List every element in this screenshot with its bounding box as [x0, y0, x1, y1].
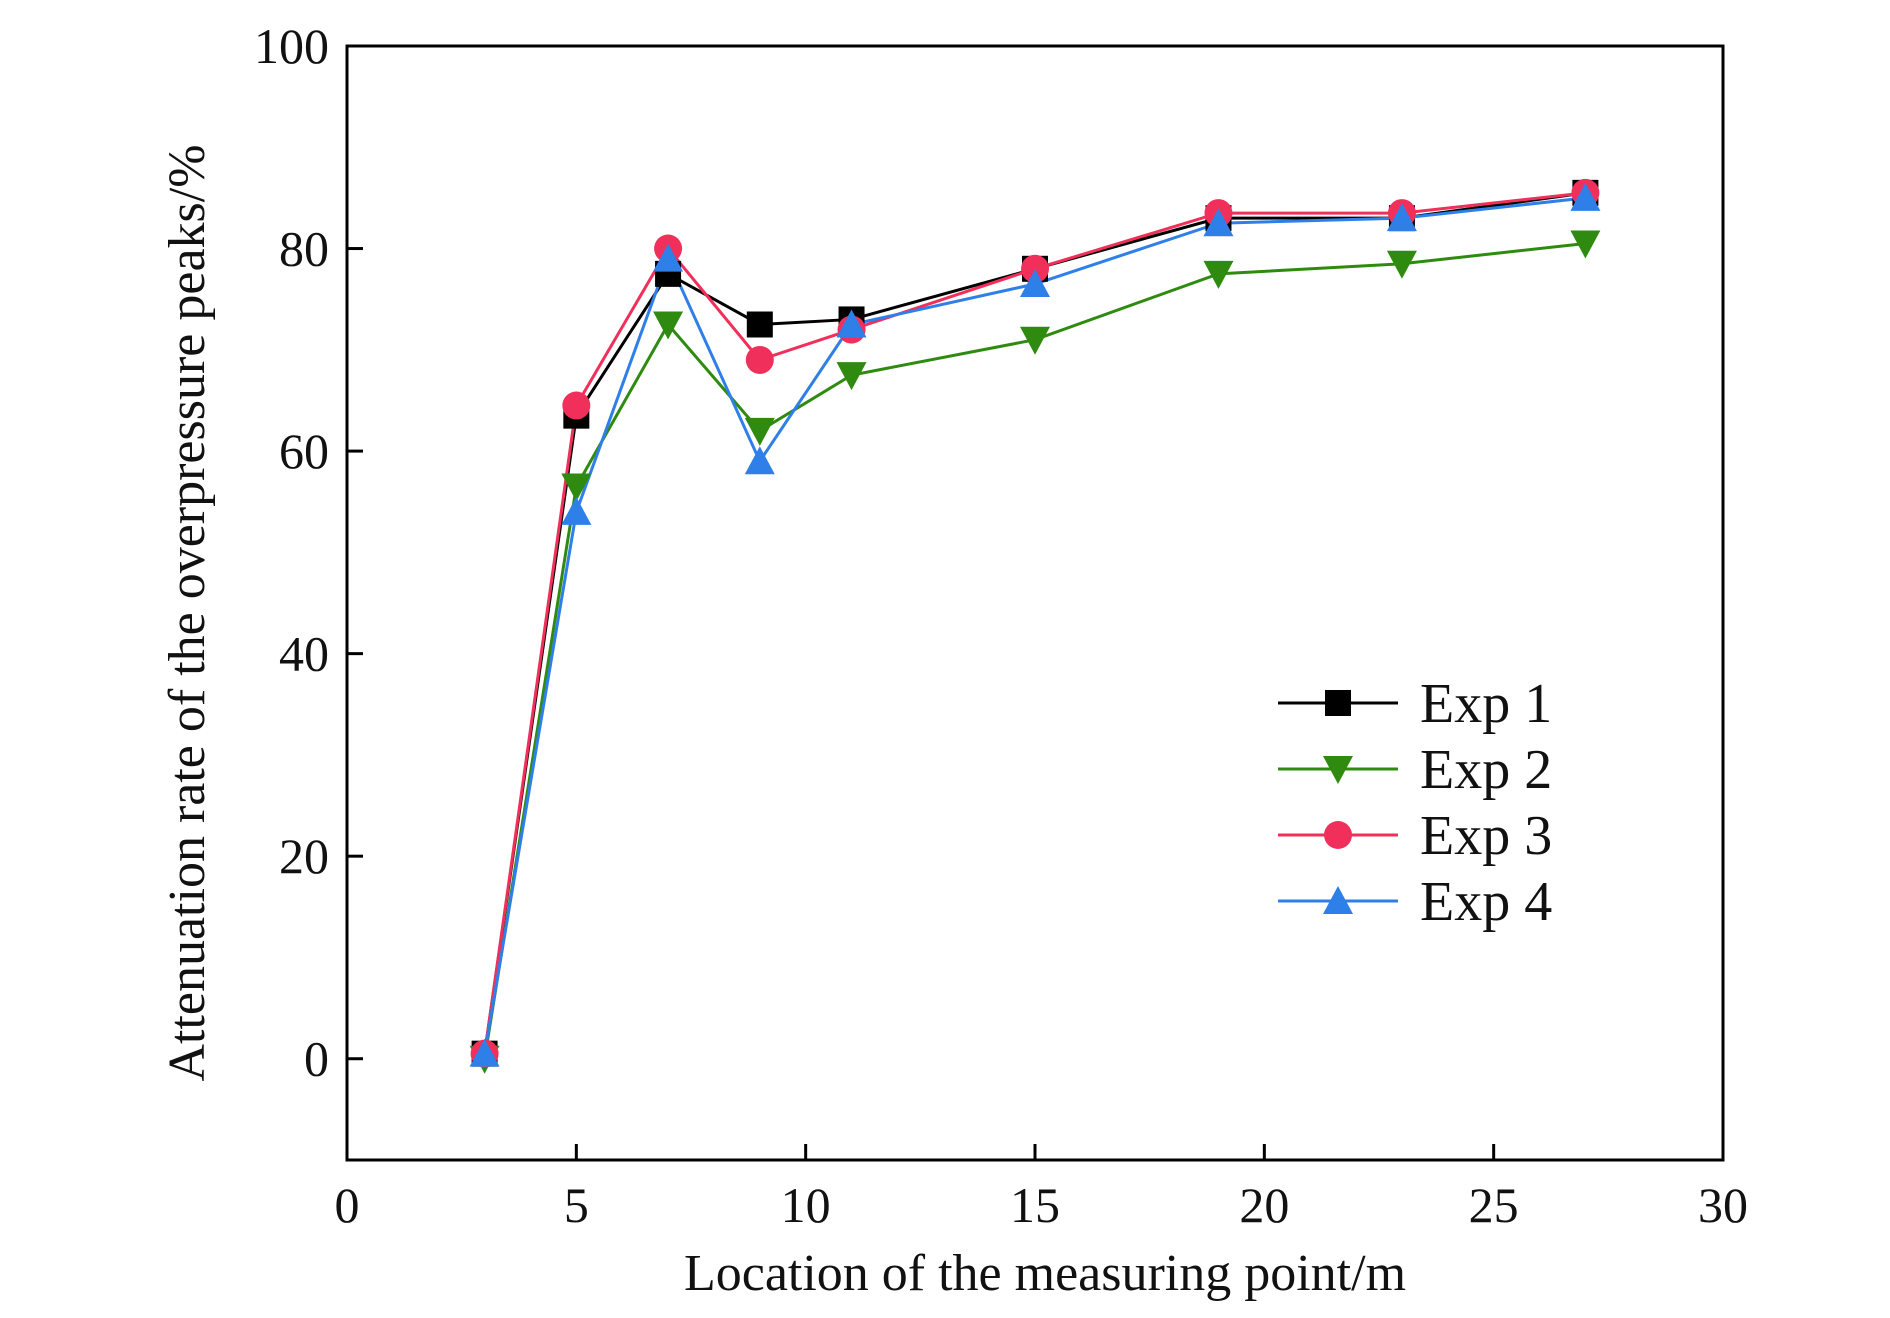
series-line-2 — [483, 241, 1586, 1059]
legend-marker-3 — [1324, 821, 1352, 849]
y-tick-label: 20 — [279, 828, 329, 884]
series-2-point — [744, 417, 775, 446]
series-2-point — [653, 311, 684, 340]
series-markers — [469, 178, 1601, 1074]
x-tick-label: 0 — [335, 1177, 360, 1233]
x-tick-label: 10 — [781, 1177, 831, 1233]
series-3-point — [1021, 254, 1049, 283]
x-tick-label: 20 — [1239, 1177, 1289, 1233]
legend-label-1: Exp 1 — [1420, 673, 1552, 735]
series-3-point — [745, 345, 774, 374]
series-2-point — [1203, 260, 1234, 289]
series-1-point — [746, 311, 773, 338]
series-4-point — [744, 446, 775, 475]
series-4-point — [1570, 182, 1601, 211]
y-axis-title: Attenuation rate of the overpressure pea… — [159, 144, 216, 1081]
x-tick-label: 25 — [1469, 1177, 1519, 1233]
legend-marker-2 — [1323, 756, 1353, 784]
y-tick-label: 60 — [279, 423, 329, 479]
legend-marker-1 — [1325, 690, 1351, 716]
x-tick-label: 15 — [1010, 1177, 1060, 1233]
series-4-point — [561, 496, 592, 525]
series-4-point — [469, 1038, 500, 1067]
series-2-point — [1020, 326, 1050, 355]
y-tick-label: 80 — [279, 221, 329, 277]
axes: 0 5 10 15 20 25 30 0 20 40 60 80 100 Location of the … — [159, 18, 1748, 1302]
series-3-point — [562, 391, 591, 420]
x-tick-label: 5 — [564, 1177, 589, 1233]
series-2-point — [836, 362, 867, 391]
plot-frame — [345, 44, 1725, 1162]
series-4-point — [1386, 203, 1417, 232]
series-2-point — [561, 473, 592, 502]
series-4-point — [836, 309, 867, 338]
legend-marker-4 — [1323, 886, 1353, 914]
series-2-point — [1570, 230, 1601, 259]
series-4-point — [1020, 268, 1050, 297]
legend-label-3: Exp 3 — [1420, 805, 1552, 867]
legend-label-4: Exp 4 — [1420, 871, 1552, 933]
series-2-point — [1386, 250, 1417, 279]
series-4-point — [1203, 208, 1234, 237]
series-4-point — [653, 243, 684, 272]
x-tick-label: 30 — [1698, 1177, 1748, 1233]
y-tick-label: 0 — [304, 1031, 329, 1087]
y-tick-label: 100 — [254, 18, 329, 74]
y-tick-label: 40 — [279, 626, 329, 682]
x-axis-title: Location of the measuring point/m — [684, 1245, 1406, 1302]
legend-label-2: Exp 2 — [1420, 739, 1552, 801]
